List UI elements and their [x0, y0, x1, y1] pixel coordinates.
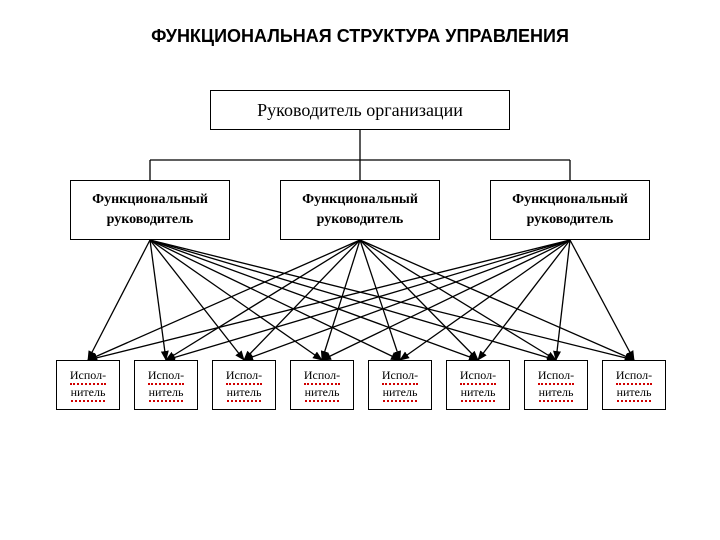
node-label-line1: Испол- — [70, 368, 106, 385]
node-f1: Функциональныйруководитель — [70, 180, 230, 240]
node-e5: Испол-нитель — [368, 360, 432, 410]
node-label-line1: Испол- — [382, 368, 418, 385]
node-root: Руководитель организации — [210, 90, 510, 130]
node-label-line2: руководитель — [527, 210, 614, 230]
node-e4: Испол-нитель — [290, 360, 354, 410]
node-label-line1: Функциональный — [92, 190, 208, 210]
node-label-line1: Функциональный — [512, 190, 628, 210]
org-chart: Руководитель организацииФункциональныйру… — [50, 70, 670, 490]
node-label-line2: нитель — [617, 385, 652, 402]
node-label-line1: Функциональный — [302, 190, 418, 210]
node-label-line2: нитель — [305, 385, 340, 402]
node-label-line1: Испол- — [304, 368, 340, 385]
node-label-line2: нитель — [227, 385, 262, 402]
node-label-line2: нитель — [383, 385, 418, 402]
node-label-line1: Испол- — [460, 368, 496, 385]
node-label-line2: нитель — [149, 385, 184, 402]
node-e2: Испол-нитель — [134, 360, 198, 410]
node-label-line1: Испол- — [226, 368, 262, 385]
node-label-line1: Испол- — [148, 368, 184, 385]
connector-layer — [50, 70, 670, 490]
node-f3: Функциональныйруководитель — [490, 180, 650, 240]
node-label-line2: нитель — [461, 385, 496, 402]
node-label-line1: Испол- — [616, 368, 652, 385]
node-label-line1: Испол- — [538, 368, 574, 385]
node-e1: Испол-нитель — [56, 360, 120, 410]
node-e3: Испол-нитель — [212, 360, 276, 410]
node-e8: Испол-нитель — [602, 360, 666, 410]
node-label-line2: руководитель — [317, 210, 404, 230]
node-label: Руководитель организации — [257, 100, 463, 121]
node-f2: Функциональныйруководитель — [280, 180, 440, 240]
node-e7: Испол-нитель — [524, 360, 588, 410]
page-title: ФУНКЦИОНАЛЬНАЯ СТРУКТУРА УПРАВЛЕНИЯ — [0, 0, 720, 47]
node-e6: Испол-нитель — [446, 360, 510, 410]
node-label-line2: руководитель — [107, 210, 194, 230]
node-label-line2: нитель — [71, 385, 106, 402]
node-label-line2: нитель — [539, 385, 574, 402]
